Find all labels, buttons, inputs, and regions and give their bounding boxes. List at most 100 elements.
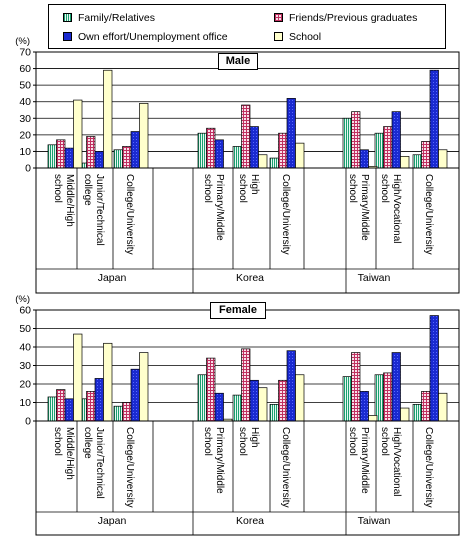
- male-bar-own-effort: [391, 111, 401, 169]
- female-bar-friends: [278, 379, 288, 422]
- svg-text:College/University: College/University: [423, 427, 434, 508]
- female-bar-school: [368, 415, 378, 422]
- female-country-label: Japan: [98, 515, 127, 527]
- svg-text:College/University: College/University: [124, 174, 135, 255]
- male-category-label: College/University: [423, 174, 434, 255]
- female-bar-own-effort: [359, 391, 369, 422]
- male-bar-friends: [278, 132, 288, 169]
- svg-text:school: school: [347, 427, 358, 456]
- male-panel-title: Male: [218, 53, 258, 70]
- female-bar-own-effort: [130, 368, 140, 422]
- female-bar-friends: [122, 402, 132, 422]
- male-bar-family: [47, 144, 57, 169]
- svg-text:college: college: [82, 174, 93, 206]
- svg-text:school: school: [52, 427, 63, 456]
- male-bar-friends: [56, 139, 66, 169]
- svg-text:Junior/Technical: Junior/Technical: [94, 427, 105, 499]
- male-bar-friends: [421, 141, 431, 169]
- male-ytick-label: 20: [19, 129, 31, 141]
- legend-swatch-family: [63, 13, 72, 22]
- male-country-label: Japan: [98, 272, 127, 284]
- male-bar-school: [73, 99, 83, 169]
- male-bar-own-effort: [429, 69, 439, 169]
- male-bar-friends: [86, 136, 96, 169]
- male-bar-school: [400, 156, 410, 169]
- legend-label-own-effort: Own effort/Unemployment office: [78, 31, 228, 43]
- male-bar-own-effort: [214, 139, 224, 169]
- legend-swatch-friends: [274, 13, 283, 22]
- female-bar-own-effort: [249, 379, 259, 422]
- male-ytick-label: 10: [19, 146, 31, 158]
- female-ytick-label: 0: [25, 416, 31, 428]
- svg-text:school: school: [202, 174, 213, 203]
- svg-text:college: college: [82, 427, 93, 459]
- svg-text:College/University: College/University: [423, 174, 434, 255]
- female-ytick-label: 30: [19, 360, 31, 372]
- svg-text:Junior/Technical: Junior/Technical: [94, 174, 105, 246]
- svg-text:High/Vocational: High/Vocational: [391, 427, 402, 497]
- male-category-axis: [35, 167, 460, 294]
- female-bar-family: [412, 404, 422, 422]
- female-bar-friends: [351, 352, 361, 422]
- legend-label-friends: Friends/Previous graduates: [289, 12, 418, 24]
- male-bar-own-effort: [286, 98, 296, 169]
- male-bar-school: [139, 103, 149, 169]
- female-ytick-label: 40: [19, 342, 31, 354]
- legend-label-family: Family/Relatives: [78, 12, 156, 24]
- female-country-label: Korea: [236, 515, 264, 527]
- male-bar-family: [197, 132, 207, 169]
- female-bar-friends: [383, 372, 393, 422]
- svg-text:school: school: [379, 174, 390, 203]
- svg-text:College/University: College/University: [280, 427, 291, 508]
- male-bar-friends: [122, 146, 132, 169]
- female-bar-own-effort: [429, 315, 439, 422]
- female-panel-title: Female: [210, 302, 266, 319]
- male-bar-school: [258, 154, 268, 169]
- male-bar-friends: [206, 127, 216, 169]
- male-bar-own-effort: [359, 149, 369, 169]
- male-category-label: College/University: [124, 174, 135, 255]
- svg-text:Middle/High: Middle/High: [64, 427, 75, 480]
- female-bar-family: [269, 404, 279, 422]
- male-bar-family: [113, 149, 123, 169]
- male-bar-friends: [383, 126, 393, 169]
- male-bar-family: [374, 132, 384, 169]
- male-bar-friends: [241, 104, 251, 169]
- male-bar-own-effort: [94, 151, 104, 169]
- svg-text:school: school: [237, 174, 248, 203]
- svg-text:College/University: College/University: [124, 427, 135, 508]
- male-bar-family: [412, 154, 422, 169]
- female-bar-school: [258, 387, 268, 422]
- male-bar-own-effort: [249, 126, 259, 169]
- female-ytick-label: 50: [19, 323, 31, 335]
- female-bar-family: [342, 376, 352, 422]
- female-ylabel: (%): [15, 294, 30, 305]
- svg-text:Middle/High: Middle/High: [64, 174, 75, 227]
- female-bar-own-effort: [64, 398, 74, 422]
- legend-swatch-school: [274, 32, 283, 41]
- male-bar-own-effort: [64, 147, 74, 169]
- male-bar-school: [295, 142, 305, 169]
- female-ytick-label: 10: [19, 397, 31, 409]
- male-bar-family: [232, 146, 242, 169]
- male-ytick-label: 30: [19, 113, 31, 125]
- male-country-label: Taiwan: [358, 272, 391, 284]
- svg-text:Primary/Middle: Primary/Middle: [359, 174, 370, 241]
- female-bar-own-effort: [214, 392, 224, 422]
- male-bar-own-effort: [130, 131, 140, 169]
- svg-text:College/University: College/University: [280, 174, 291, 255]
- svg-text:school: school: [237, 427, 248, 456]
- chart-legend: Family/Relatives Friends/Previous gradua…: [48, 4, 446, 49]
- female-category-label: College/University: [423, 427, 434, 508]
- female-category-label: College/University: [280, 427, 291, 508]
- male-bar-family: [342, 117, 352, 169]
- female-bar-friends: [206, 357, 216, 422]
- female-bar-own-effort: [286, 350, 296, 422]
